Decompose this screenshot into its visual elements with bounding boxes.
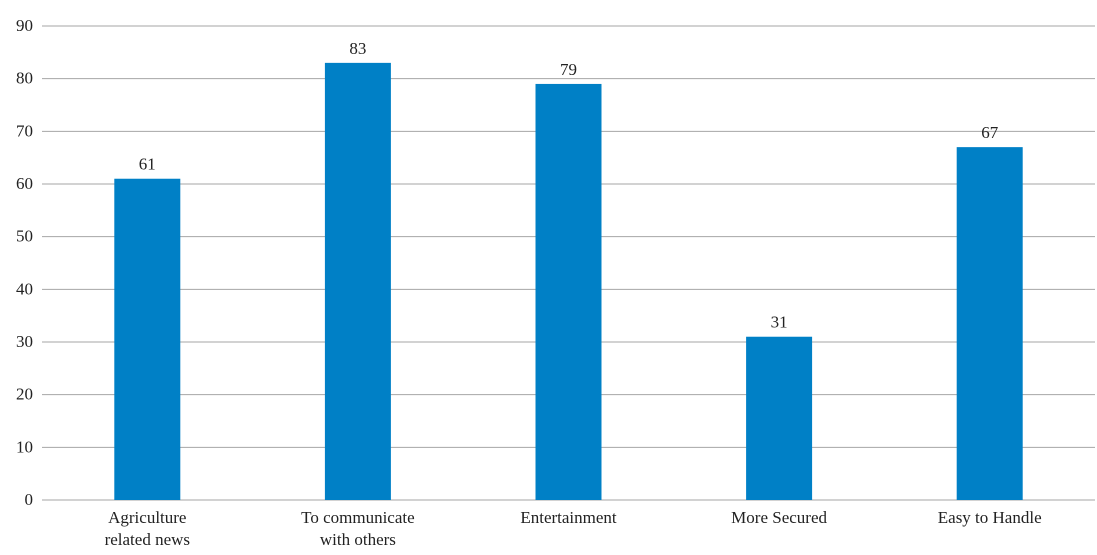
y-tick-label: 40	[16, 279, 33, 298]
bar	[746, 336, 813, 500]
bar-value-label: 83	[349, 39, 366, 58]
y-tick-label: 70	[16, 121, 33, 140]
y-tick-label: 10	[16, 437, 33, 456]
x-category-label: Entertainment	[520, 508, 617, 527]
x-category-label: Easy to Handle	[938, 508, 1042, 527]
y-tick-label: 30	[16, 332, 33, 351]
bar-value-label: 79	[560, 60, 577, 79]
y-tick-label: 80	[16, 69, 33, 88]
y-tick-label: 20	[16, 385, 33, 404]
x-category-label: Agriculture related news	[105, 508, 190, 549]
bars	[114, 62, 1023, 500]
x-category-label: More Secured	[731, 508, 827, 527]
x-category-label-line: related news	[105, 530, 190, 549]
x-category-label-line: More Secured	[731, 508, 827, 527]
y-tick-label: 60	[16, 174, 33, 193]
x-category-label: To communicate with others	[301, 508, 415, 549]
x-category-label-line: To communicate	[301, 508, 415, 527]
bar-value-labels: 61 83 79 31 67	[139, 39, 999, 332]
y-tick-label: 50	[16, 227, 33, 246]
x-category-label-line: with others	[320, 530, 396, 549]
x-category-label-line: Entertainment	[520, 508, 617, 527]
bar	[114, 178, 181, 500]
bar-value-label: 31	[771, 313, 788, 332]
bar	[324, 62, 391, 500]
y-tick-label: 90	[16, 16, 33, 35]
bar	[535, 83, 602, 500]
bar	[956, 147, 1023, 500]
y-tick-label: 0	[25, 490, 34, 509]
x-category-label-line: Easy to Handle	[938, 508, 1042, 527]
bar-value-label: 67	[981, 123, 999, 142]
x-axis-category-labels: Agriculture related news To communicate wit…	[105, 508, 1042, 549]
x-category-label-line: Agriculture	[108, 508, 186, 527]
y-axis-tick-labels: 0 10 20 30 40 50 60 70 80 90	[16, 16, 33, 509]
bar-value-label: 61	[139, 155, 156, 174]
